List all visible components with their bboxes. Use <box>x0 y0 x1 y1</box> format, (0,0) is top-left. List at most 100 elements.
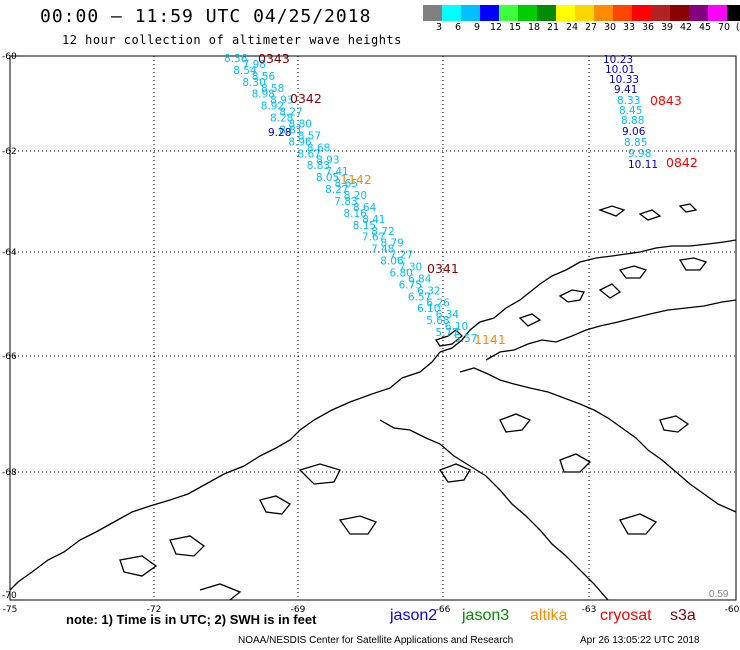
scale-swatch <box>670 5 689 21</box>
scale-label: 33 <box>622 22 636 33</box>
latitude-label: -68 <box>2 468 17 478</box>
wave-height-value: 10.11 <box>628 159 658 171</box>
color-scale <box>423 5 740 21</box>
wave-height-value: 8.27 <box>279 107 302 119</box>
wave-height-value: 5.57 <box>454 333 477 345</box>
wave-height-value: 10.33 <box>609 74 639 86</box>
pass-time-label: 0842 <box>666 155 698 170</box>
legend-jason3: jason3 <box>462 607 510 624</box>
coastline <box>9 203 737 601</box>
longitude-label: -72 <box>147 605 162 615</box>
west-track-labels: 8.367.988.548.568.308.588.988.938.928.27… <box>224 53 477 345</box>
scale-swatch <box>423 5 442 21</box>
scale-label: 3 <box>435 22 443 33</box>
wave-height-value: 8.16 <box>343 208 367 220</box>
scale-label: 27 <box>584 22 598 33</box>
wave-height-value: 8.93 <box>270 95 293 107</box>
wave-height-value: 7.27 <box>390 250 413 262</box>
wave-height-value: 7.98 <box>243 59 266 71</box>
pass-time-label: 0341 <box>427 261 459 276</box>
wave-height-value: 7.41 <box>325 166 348 178</box>
legend-cryosat: cryosat <box>600 607 652 624</box>
wave-height-value: 5.77 <box>435 327 458 339</box>
scale-label: 18 <box>527 22 541 33</box>
wave-height-value: 6.26 <box>426 297 450 309</box>
wave-height-value: 9.28 <box>268 127 291 139</box>
scale-label: 39 <box>660 22 674 33</box>
longitude-label: -66 <box>436 605 451 615</box>
wave-height-value: 8.98 <box>252 89 275 101</box>
scale-label: 36 <box>641 22 655 33</box>
latitude-label: -62 <box>2 147 17 157</box>
longitude-labels: -75 -72 -69 -66 -63 -60 <box>3 605 740 615</box>
wave-height-value: 8.80 <box>289 119 312 131</box>
wave-height-value: 8.72 <box>371 226 394 238</box>
wave-height-value: 8.65 <box>335 178 358 190</box>
corner-value: 0.59 <box>709 589 729 600</box>
longitude-label: -75 <box>3 605 18 615</box>
pass-time-label: 0343 <box>258 51 290 66</box>
scale-swatch <box>708 5 727 21</box>
scale-label: (ft) <box>735 22 740 33</box>
scale-swatch <box>613 5 632 21</box>
scale-swatch <box>461 5 480 21</box>
wave-height-value: 6.75 <box>399 279 422 291</box>
wave-height-value: 7.48 <box>371 244 394 256</box>
longitude-label: -69 <box>291 605 306 615</box>
wave-height-value: 9.98 <box>628 148 651 160</box>
footnote: note: 1) Time is in UTC; 2) SWH is in fe… <box>66 612 317 627</box>
map-frame <box>9 55 737 601</box>
wave-height-value: 6.80 <box>389 267 412 279</box>
wave-height-value: 8.68 <box>307 142 330 154</box>
scale-label: 24 <box>565 22 579 33</box>
wave-height-value: 8.58 <box>261 83 284 95</box>
scale-swatch <box>537 5 556 21</box>
wave-height-value: 9.06 <box>622 126 646 138</box>
legend-s3a: s3a <box>670 607 696 624</box>
scale-label: 45 <box>698 22 712 33</box>
scale-swatch <box>518 5 537 21</box>
scale-label: 30 <box>603 22 617 33</box>
wave-height-value: 8.93 <box>316 154 339 166</box>
wave-height-value: 10.01 <box>605 64 635 76</box>
page-title: 00:00 – 11:59 UTC 04/25/2018 <box>40 6 372 27</box>
scale-label: 70 <box>717 22 731 33</box>
latitude-label: -66 <box>2 352 17 362</box>
pass-time-label: 0843 <box>650 93 682 108</box>
wave-height-value: 7.83 <box>334 196 357 208</box>
wave-height-value: 7.30 <box>399 262 422 274</box>
footer-credit: NOAA/NESDIS Center for Satellite Applica… <box>238 635 514 646</box>
page-subtitle: 12 hour collection of altimeter wave hei… <box>62 33 402 47</box>
wave-height-value: 10.23 <box>603 54 633 66</box>
scale-swatch <box>727 5 740 21</box>
scale-swatch <box>651 5 670 21</box>
wave-height-value: 8.67 <box>298 148 321 160</box>
wave-height-value: 6.84 <box>408 273 432 285</box>
pass-time-label: 0342 <box>290 91 322 106</box>
wave-height-value: 8.20 <box>344 190 367 202</box>
latitude-labels: -60 -62 -64 -66 -68 -70 <box>2 52 17 601</box>
footer-timestamp: Apr 26 13:05:22 UTC 2018 <box>580 635 700 646</box>
wave-height-value: 5.68 <box>426 315 449 327</box>
wave-height-value: 8.33 <box>617 95 640 107</box>
scale-label: 12 <box>489 22 503 33</box>
scale-swatch <box>632 5 651 21</box>
scale-swatch <box>689 5 708 21</box>
scale-label: 21 <box>546 22 560 33</box>
wave-height-value: 8.36 <box>224 53 248 65</box>
pass-time-label: 1141 <box>474 332 506 347</box>
pass-time-label: 1142 <box>340 172 372 187</box>
wave-height-value: 8.81 <box>279 124 302 136</box>
wave-height-value: 9.41 <box>614 84 637 96</box>
scale-label: 15 <box>508 22 522 33</box>
wave-height-value: 8.06 <box>380 256 404 268</box>
scale-swatch <box>442 5 461 21</box>
wave-height-value: 8.28 <box>270 113 293 125</box>
latitude-label: -70 <box>2 591 17 601</box>
wave-height-value: 8.85 <box>624 137 647 149</box>
scale-label: 6 <box>454 22 462 33</box>
wave-height-value: 8.05 <box>316 172 339 184</box>
